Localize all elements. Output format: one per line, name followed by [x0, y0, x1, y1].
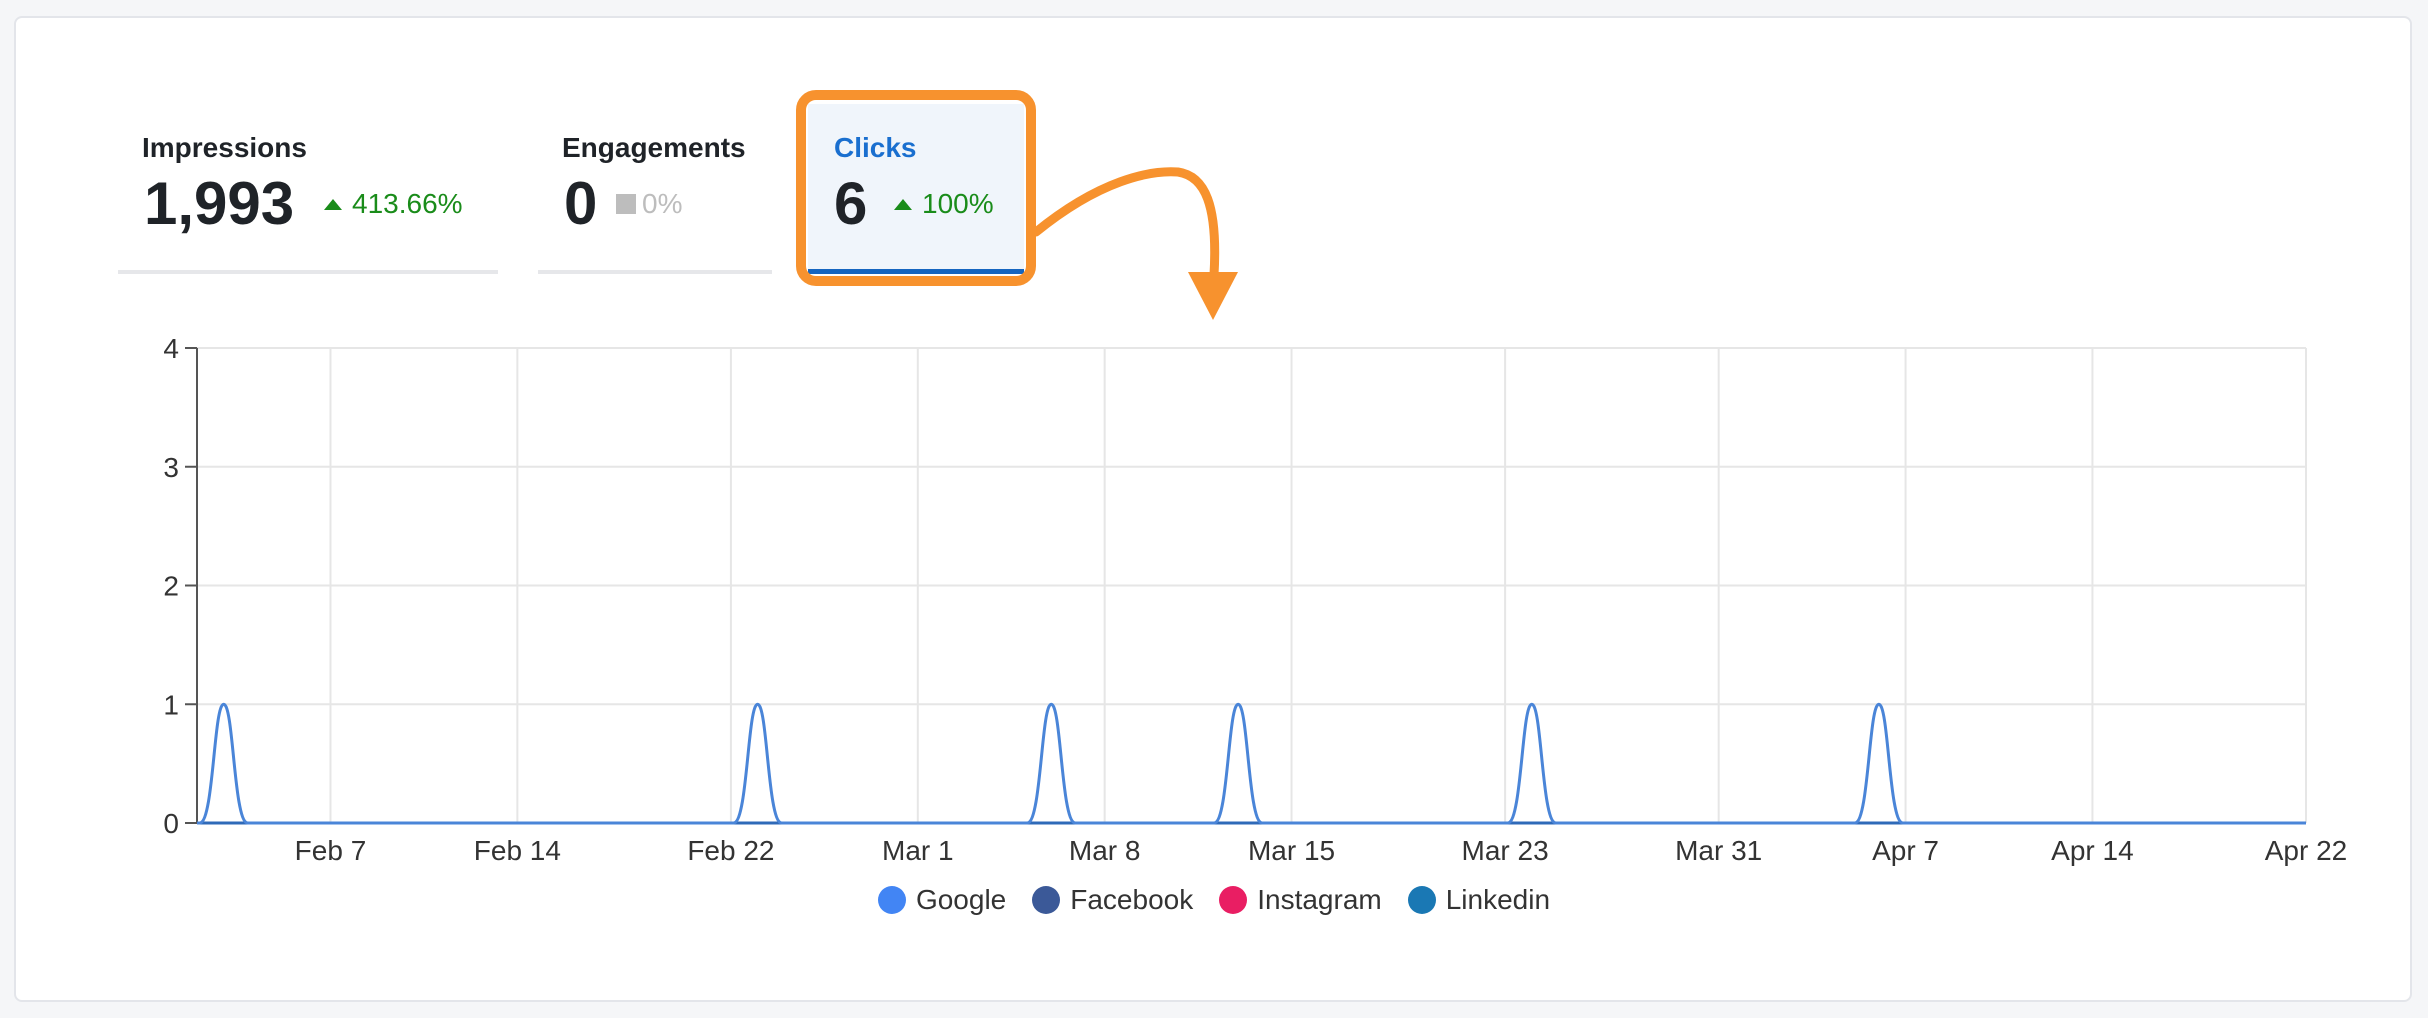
trend-up-icon	[324, 198, 342, 210]
analytics-card	[14, 16, 2412, 1002]
legend-item-facebook[interactable]: Facebook	[1032, 884, 1193, 916]
tab-underline-active	[808, 269, 1024, 274]
x-tick-label: Apr 22	[2265, 835, 2348, 866]
engagements-change: 0%	[616, 188, 682, 220]
legend-item-instagram[interactable]: Instagram	[1219, 884, 1382, 916]
impressions-change-value: 413.66%	[352, 188, 463, 219]
annotation-arrow	[1031, 167, 1220, 280]
x-tick-label: Mar 1	[882, 835, 954, 866]
tab-engagements[interactable]: Engagements 0 0%	[538, 118, 772, 274]
y-tick-label: 2	[163, 571, 179, 602]
x-tick-label: Mar 23	[1462, 835, 1549, 866]
x-tick-label: Mar 15	[1248, 835, 1335, 866]
legend-swatch	[1407, 886, 1436, 914]
clicks-value: 6	[834, 170, 868, 237]
impressions-label: Impressions	[142, 132, 307, 163]
chart-legend: Google Facebook Instagram Linkedin	[0, 884, 2428, 916]
tab-underline	[538, 270, 772, 274]
legend-swatch	[1032, 886, 1061, 914]
y-tick-label: 4	[163, 333, 179, 364]
clicks-label: Clicks	[834, 132, 917, 163]
legend-item-google[interactable]: Google	[877, 884, 1007, 916]
x-tick-label: Feb 14	[474, 835, 561, 866]
engagements-change-value: 0%	[642, 188, 683, 219]
tab-underline	[118, 270, 498, 274]
y-tick-label: 0	[163, 808, 179, 839]
engagements-value: 0	[564, 170, 598, 237]
series-line-google	[197, 702, 2306, 825]
highlight-box	[796, 90, 1036, 286]
x-tick-label: Mar 31	[1675, 835, 1762, 866]
legend-swatch	[1219, 886, 1248, 914]
clicks-change: 100%	[894, 188, 994, 220]
y-tick-label: 1	[163, 689, 179, 720]
x-tick-label: Apr 7	[1872, 835, 1939, 866]
trend-up-icon	[894, 198, 912, 210]
x-tick-label: Mar 8	[1069, 835, 1141, 866]
legend-label: Instagram	[1257, 884, 1382, 915]
trend-flat-icon	[616, 194, 636, 214]
legend-label: Linkedin	[1445, 884, 1551, 915]
clicks-change-value: 100%	[922, 188, 994, 219]
x-tick-label: Feb 7	[295, 835, 367, 866]
legend-label: Google	[915, 884, 1007, 915]
annotation-arrowhead	[1188, 272, 1238, 320]
tab-clicks[interactable]: Clicks 6 100%	[808, 104, 1024, 274]
impressions-change: 413.66%	[324, 188, 463, 220]
impressions-value: 1,993	[144, 170, 295, 237]
legend-item-linkedin[interactable]: Linkedin	[1407, 884, 1551, 916]
x-tick-label: Feb 22	[687, 835, 774, 866]
engagements-label: Engagements	[562, 132, 746, 163]
y-tick-label: 3	[163, 452, 179, 483]
legend-label: Facebook	[1070, 884, 1194, 915]
legend-swatch	[877, 886, 906, 914]
tab-impressions[interactable]: Impressions 1,993 413.66%	[118, 118, 498, 274]
x-tick-label: Apr 14	[2051, 835, 2134, 866]
